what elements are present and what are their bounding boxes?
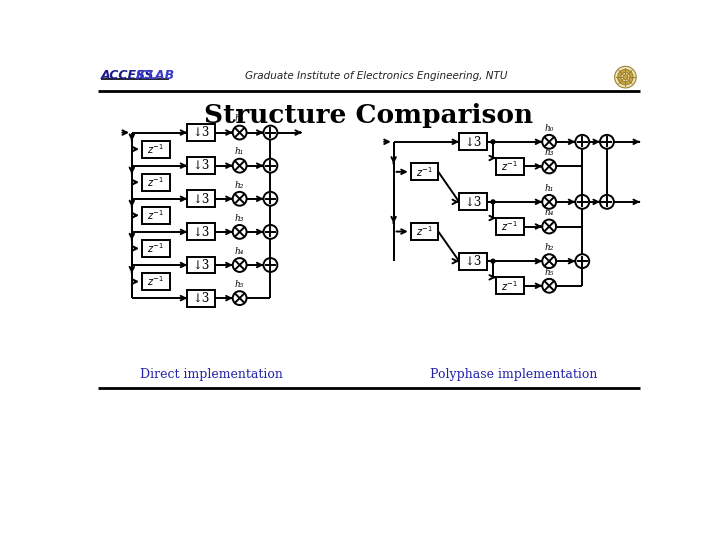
Bar — [142, 140, 170, 158]
Circle shape — [623, 75, 628, 79]
Text: Graduate Institute of Electronics Engineering, NTU: Graduate Institute of Electronics Engine… — [246, 71, 508, 80]
Circle shape — [233, 159, 246, 173]
Text: h₃: h₃ — [235, 214, 244, 222]
Text: ↓3: ↓3 — [192, 225, 210, 238]
Circle shape — [491, 140, 495, 144]
Text: $z^{-1}$: $z^{-1}$ — [147, 142, 164, 156]
Bar — [142, 273, 170, 290]
Bar — [187, 124, 215, 141]
Circle shape — [542, 279, 556, 293]
Text: $z^{-1}$: $z^{-1}$ — [147, 208, 164, 222]
Text: Structure Comparison: Structure Comparison — [204, 103, 534, 129]
Text: h₃: h₃ — [544, 148, 554, 157]
Text: ↓3: ↓3 — [192, 292, 210, 305]
Text: ↓3: ↓3 — [192, 259, 210, 272]
Circle shape — [264, 225, 277, 239]
Circle shape — [233, 192, 246, 206]
Bar — [187, 256, 215, 273]
Circle shape — [600, 135, 614, 148]
Bar — [410, 164, 438, 180]
Circle shape — [542, 195, 556, 209]
Text: h₀: h₀ — [235, 114, 244, 123]
Bar — [496, 218, 523, 235]
Circle shape — [575, 254, 589, 268]
Text: h₄: h₄ — [544, 208, 554, 217]
Circle shape — [264, 258, 277, 272]
Text: $z^{-1}$: $z^{-1}$ — [416, 225, 433, 238]
Bar — [459, 133, 487, 150]
Text: ↓3: ↓3 — [464, 195, 482, 208]
Text: ↓3: ↓3 — [192, 159, 210, 172]
Circle shape — [491, 200, 495, 204]
Circle shape — [615, 66, 636, 88]
Circle shape — [542, 135, 556, 148]
Text: $z^{-1}$: $z^{-1}$ — [501, 220, 518, 233]
Text: $z^{-1}$: $z^{-1}$ — [147, 241, 164, 255]
Bar — [142, 240, 170, 257]
Circle shape — [233, 258, 246, 272]
Text: h₄: h₄ — [235, 247, 244, 256]
Text: IC: IC — [135, 69, 150, 82]
Circle shape — [264, 192, 277, 206]
Text: Direct implementation: Direct implementation — [140, 368, 282, 381]
Circle shape — [542, 254, 556, 268]
Circle shape — [233, 225, 246, 239]
Text: ↓3: ↓3 — [464, 255, 482, 268]
Text: h₁: h₁ — [544, 184, 554, 193]
Circle shape — [542, 220, 556, 233]
Circle shape — [264, 159, 277, 173]
Bar — [410, 223, 438, 240]
Bar — [142, 207, 170, 224]
Text: $z^{-1}$: $z^{-1}$ — [147, 275, 164, 288]
Bar — [187, 224, 215, 240]
Bar — [496, 158, 523, 175]
Text: h₀: h₀ — [544, 124, 554, 132]
Circle shape — [600, 195, 614, 209]
Text: h₂: h₂ — [235, 180, 244, 190]
Circle shape — [264, 126, 277, 139]
Bar — [187, 289, 215, 307]
Text: $z^{-1}$: $z^{-1}$ — [501, 279, 518, 293]
Bar — [187, 190, 215, 207]
Text: h₅: h₅ — [544, 267, 554, 276]
Circle shape — [233, 291, 246, 305]
Bar — [187, 157, 215, 174]
Text: h₁: h₁ — [235, 147, 244, 157]
Circle shape — [575, 195, 589, 209]
Text: ACCESS: ACCESS — [101, 69, 155, 82]
Text: LAB: LAB — [148, 69, 174, 82]
Text: h₅: h₅ — [235, 280, 244, 289]
Bar — [459, 193, 487, 211]
Text: ↓3: ↓3 — [464, 136, 482, 148]
Bar — [496, 278, 523, 294]
Text: $z^{-1}$: $z^{-1}$ — [147, 176, 164, 189]
Text: ↓3: ↓3 — [192, 192, 210, 205]
Text: $z^{-1}$: $z^{-1}$ — [416, 165, 433, 179]
Bar — [459, 253, 487, 269]
Text: $z^{-1}$: $z^{-1}$ — [501, 159, 518, 173]
Circle shape — [575, 135, 589, 148]
Text: Polyphase implementation: Polyphase implementation — [430, 368, 598, 381]
Circle shape — [491, 259, 495, 263]
Circle shape — [233, 126, 246, 139]
Circle shape — [618, 70, 633, 85]
Text: ↓3: ↓3 — [192, 126, 210, 139]
Bar — [142, 174, 170, 191]
Circle shape — [621, 72, 630, 82]
Circle shape — [542, 159, 556, 173]
Text: h₂: h₂ — [544, 243, 554, 252]
